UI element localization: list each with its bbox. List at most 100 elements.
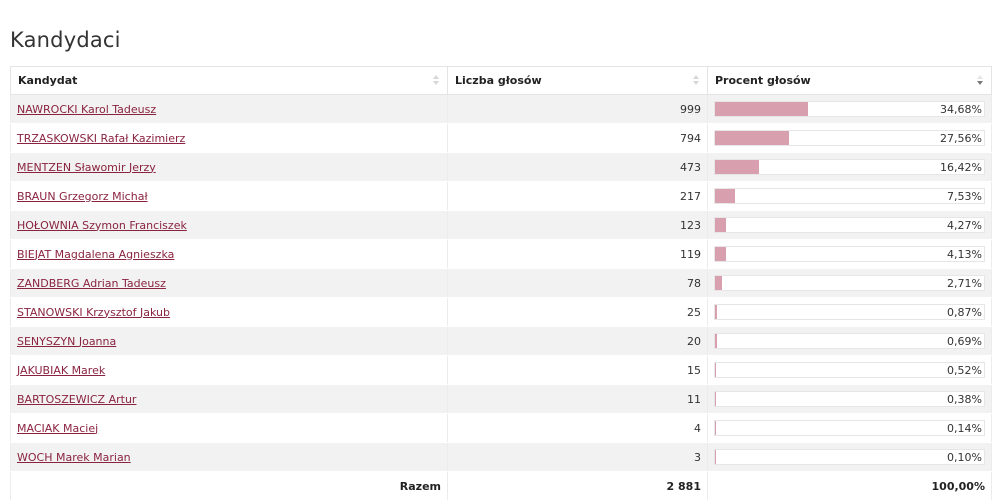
percent-label: 0,14% (947, 422, 982, 435)
percent-bar: 0,52% (714, 362, 985, 378)
table-row: TRZASKOWSKI Rafał Kazimierz 794 27,56% (10, 123, 992, 153)
votes-cell: 123 (447, 210, 708, 240)
percent-cell: 16,42% (707, 152, 992, 182)
percent-bar-fill (715, 363, 717, 377)
percent-bar-fill (715, 334, 717, 348)
votes-cell: 794 (447, 123, 708, 153)
percent-bar-fill (715, 131, 790, 145)
candidate-cell: BIEJAT Magdalena Agnieszka (10, 239, 448, 269)
percent-cell: 0,69% (707, 326, 992, 356)
candidate-link[interactable]: ZANDBERG Adrian Tadeusz (17, 276, 166, 290)
votes-cell: 3 (447, 442, 708, 472)
percent-cell: 0,38% (707, 384, 992, 414)
table-row: MENTZEN Sławomir Jerzy 473 16,42% (10, 152, 992, 182)
table-footer-row: Razem 2 881 100,00% (10, 471, 992, 501)
votes-cell: 217 (447, 181, 708, 211)
votes-cell: 119 (447, 239, 708, 269)
percent-bar-fill (715, 247, 727, 261)
column-header-votes-label: Liczba głosów (455, 74, 542, 87)
percent-label: 2,71% (947, 277, 982, 290)
table-row: STANOWSKI Krzysztof Jakub 25 0,87% (10, 297, 992, 327)
candidate-cell: BRAUN Grzegorz Michał (10, 181, 448, 211)
candidate-link[interactable]: SENYSZYN Joanna (17, 334, 117, 348)
percent-label: 34,68% (940, 103, 982, 116)
candidate-cell: MACIAK Maciej (10, 413, 448, 443)
percent-bar: 0,38% (714, 391, 985, 407)
candidates-table: Kandydat Liczba głosów Procent głosów NA… (10, 66, 992, 501)
percent-label: 0,38% (947, 393, 982, 406)
table-row: WOCH Marek Marian 3 0,10% (10, 442, 992, 472)
candidate-link[interactable]: HOŁOWNIA Szymon Franciszek (17, 218, 187, 232)
page-title: Kandydaci (10, 28, 121, 52)
table-row: ZANDBERG Adrian Tadeusz 78 2,71% (10, 268, 992, 298)
candidate-cell: HOŁOWNIA Szymon Franciszek (10, 210, 448, 240)
percent-bar: 0,87% (714, 304, 985, 320)
votes-cell: 20 (447, 326, 708, 356)
percent-cell: 4,27% (707, 210, 992, 240)
column-header-percent-label: Procent głosów (715, 74, 811, 87)
table-row: NAWROCKI Karol Tadeusz 999 34,68% (10, 94, 992, 124)
percent-label: 4,13% (947, 248, 982, 261)
table-row: HOŁOWNIA Szymon Franciszek 123 4,27% (10, 210, 992, 240)
percent-bar-fill (715, 189, 736, 203)
column-header-votes[interactable]: Liczba głosów (447, 66, 708, 95)
candidate-link[interactable]: BRAUN Grzegorz Michał (17, 189, 148, 203)
candidate-link[interactable]: WOCH Marek Marian (17, 450, 131, 464)
votes-cell: 473 (447, 152, 708, 182)
percent-cell: 27,56% (707, 123, 992, 153)
votes-cell: 11 (447, 384, 708, 414)
percent-cell: 34,68% (707, 94, 992, 124)
votes-cell: 25 (447, 297, 708, 327)
percent-bar: 4,13% (714, 246, 985, 262)
percent-bar: 0,10% (714, 449, 985, 465)
percent-bar-fill (715, 218, 727, 232)
candidate-cell: TRZASKOWSKI Rafał Kazimierz (10, 123, 448, 153)
candidate-link[interactable]: TRZASKOWSKI Rafał Kazimierz (17, 131, 186, 145)
percent-label: 0,87% (947, 306, 982, 319)
candidate-link[interactable]: STANOWSKI Krzysztof Jakub (17, 305, 170, 319)
percent-bar-fill (715, 160, 760, 174)
sort-icon[interactable] (433, 75, 439, 86)
total-votes: 2 881 (447, 471, 708, 501)
votes-cell: 78 (447, 268, 708, 298)
candidate-link[interactable]: BARTOSZEWICZ Artur (17, 392, 137, 406)
candidate-cell: STANOWSKI Krzysztof Jakub (10, 297, 448, 327)
candidate-cell: BARTOSZEWICZ Artur (10, 384, 448, 414)
table-body: NAWROCKI Karol Tadeusz 999 34,68% TRZASKOWS… (10, 94, 992, 472)
table-row: MACIAK Maciej 4 0,14% (10, 413, 992, 443)
candidate-cell: ZANDBERG Adrian Tadeusz (10, 268, 448, 298)
percent-bar: 16,42% (714, 159, 985, 175)
candidate-link[interactable]: NAWROCKI Karol Tadeusz (17, 102, 157, 116)
percent-bar-fill (715, 276, 723, 290)
candidate-link[interactable]: JAKUBIAK Marek (17, 363, 106, 377)
candidate-link[interactable]: MACIAK Maciej (17, 421, 99, 435)
votes-cell: 999 (447, 94, 708, 124)
column-header-percent[interactable]: Procent głosów (707, 66, 992, 95)
percent-cell: 0,14% (707, 413, 992, 443)
candidate-cell: JAKUBIAK Marek (10, 355, 448, 385)
candidate-link[interactable]: BIEJAT Magdalena Agnieszka (17, 247, 175, 261)
column-header-candidate[interactable]: Kandydat (10, 66, 448, 95)
percent-cell: 2,71% (707, 268, 992, 298)
candidate-cell: MENTZEN Sławomir Jerzy (10, 152, 448, 182)
table-header-row: Kandydat Liczba głosów Procent głosów (10, 66, 992, 95)
percent-label: 4,27% (947, 219, 982, 232)
total-label: Razem (10, 471, 448, 501)
total-percent: 100,00% (707, 471, 992, 501)
sort-desc-icon[interactable] (977, 75, 983, 86)
percent-bar: 0,69% (714, 333, 985, 349)
sort-icon[interactable] (693, 75, 699, 86)
percent-label: 27,56% (940, 132, 982, 145)
candidate-link[interactable]: MENTZEN Sławomir Jerzy (17, 160, 156, 174)
candidate-cell: SENYSZYN Joanna (10, 326, 448, 356)
percent-bar-fill (715, 102, 809, 116)
candidate-cell: WOCH Marek Marian (10, 442, 448, 472)
percent-cell: 7,53% (707, 181, 992, 211)
percent-label: 0,52% (947, 364, 982, 377)
percent-bar-fill (715, 305, 718, 319)
table-row: BIEJAT Magdalena Agnieszka 119 4,13% (10, 239, 992, 269)
percent-label: 16,42% (940, 161, 982, 174)
percent-bar: 2,71% (714, 275, 985, 291)
percent-label: 0,10% (947, 451, 982, 464)
percent-label: 7,53% (947, 190, 982, 203)
